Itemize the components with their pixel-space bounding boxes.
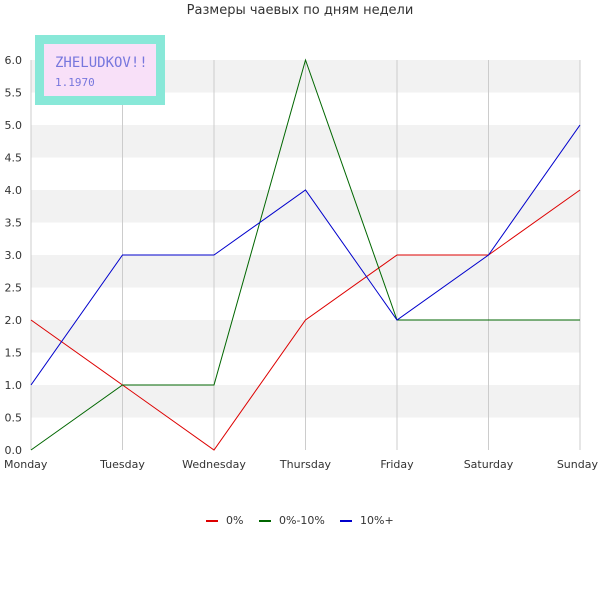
y-axis-ticks: 0.0 0.5 1.0 1.5 2.0 2.5 3.0 3.5 4.0 4.5 5.0 5.5 6.0 bbox=[5, 54, 23, 457]
x-tick-label: Sunday bbox=[557, 458, 599, 471]
y-tick-label: 1.5 bbox=[5, 347, 23, 360]
annotation-fill bbox=[44, 44, 156, 96]
x-tick-label: Wednesday bbox=[182, 458, 246, 471]
series-line bbox=[30, 124, 581, 386]
x-tick-label: Tuesday bbox=[99, 458, 145, 471]
y-tick-label: 1.0 bbox=[5, 379, 23, 392]
annotation-subtitle: 1.1970 bbox=[55, 76, 95, 89]
y-tick-label: 5.5 bbox=[5, 87, 23, 100]
legend-label: 0% bbox=[226, 514, 243, 527]
legend-item: 0%-10% bbox=[259, 514, 325, 527]
y-tick-label: 0.0 bbox=[5, 444, 23, 457]
legend: 0% 0%-10% 10%+ bbox=[206, 514, 394, 527]
x-tick-label: Monday bbox=[4, 458, 48, 471]
y-tick-label: 4.5 bbox=[5, 152, 23, 165]
annotation-title: ZHELUDKOV!! bbox=[55, 55, 148, 71]
y-tick-label: 2.0 bbox=[5, 314, 23, 327]
x-tick-label: Friday bbox=[380, 458, 414, 471]
legend-label: 10%+ bbox=[360, 514, 394, 527]
y-tick-label: 3.5 bbox=[5, 217, 23, 230]
legend-item: 0% bbox=[206, 514, 243, 527]
y-tick-label: 5.0 bbox=[5, 119, 23, 132]
y-tick-label: 3.0 bbox=[5, 249, 23, 262]
chart-title: Размеры чаевых по дням недели bbox=[187, 3, 414, 18]
y-tick-label: 4.0 bbox=[5, 184, 23, 197]
legend-label: 0%-10% bbox=[279, 514, 325, 527]
x-axis-ticks: Monday Tuesday Wednesday Thursday Friday Satu… bbox=[4, 458, 598, 471]
series-layer bbox=[30, 58, 581, 451]
y-tick-label: 0.5 bbox=[5, 412, 23, 425]
annotation-box: ZHELUDKOV!! 1.1970 bbox=[35, 35, 165, 105]
x-tick-label: Saturday bbox=[464, 458, 514, 471]
x-tick-label: Thursday bbox=[279, 458, 332, 471]
legend-item: 10%+ bbox=[340, 514, 394, 527]
y-tick-label: 6.0 bbox=[5, 54, 23, 67]
series-line bbox=[30, 58, 580, 451]
y-tick-label: 2.5 bbox=[5, 282, 23, 295]
